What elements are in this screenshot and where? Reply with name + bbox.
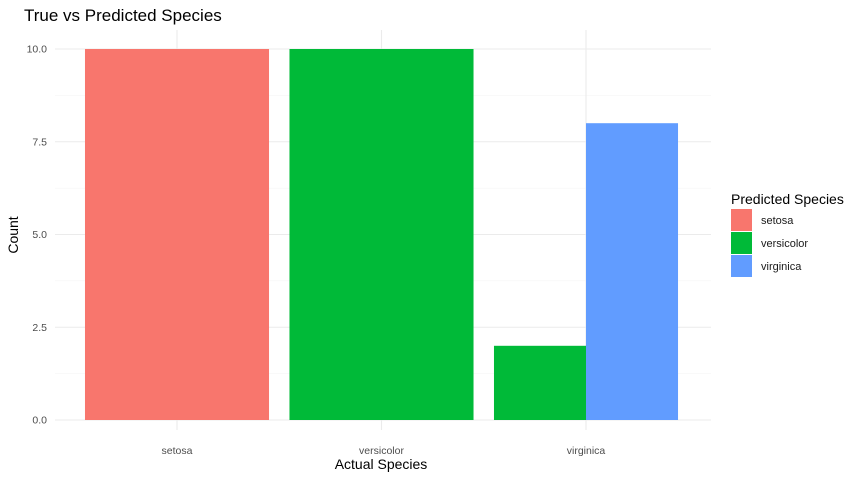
legend-label-virginica: virginica <box>761 261 802 273</box>
bar-virginica-versicolor <box>493 345 586 420</box>
y-tick-labels: 0.0 2.5 5.0 7.5 10.0 <box>27 44 48 427</box>
x-tick-labels: setosa versicolor virginica <box>162 445 606 457</box>
legend-title: Predicted Species <box>731 191 844 207</box>
legend-label-versicolor: versicolor <box>761 238 808 250</box>
x-tick-label: virginica <box>567 445 606 457</box>
legend-label-setosa: setosa <box>761 215 794 227</box>
bar-setosa-setosa <box>84 49 270 420</box>
y-tick-label: 7.5 <box>32 136 47 148</box>
legend-key-versicolor <box>731 232 752 254</box>
legend-key-virginica <box>731 255 752 277</box>
x-tick-label: versicolor <box>359 445 404 457</box>
y-tick-label: 5.0 <box>32 229 47 241</box>
x-tick-label: setosa <box>162 445 193 457</box>
y-tick-label: 10.0 <box>27 44 48 56</box>
legend: Predicted Species setosa versicolor virgin… <box>731 191 844 277</box>
bar-virginica-virginica <box>586 123 679 420</box>
y-tick-label: 2.5 <box>32 322 47 334</box>
legend-key-setosa <box>731 209 752 231</box>
chart-title: True vs Predicted Species <box>24 6 222 25</box>
y-axis-title: Count <box>5 216 21 253</box>
bar-versicolor-versicolor <box>289 49 474 420</box>
x-axis-title: Actual Species <box>335 456 428 472</box>
bars <box>84 49 679 420</box>
y-tick-label: 0.0 <box>32 415 47 427</box>
